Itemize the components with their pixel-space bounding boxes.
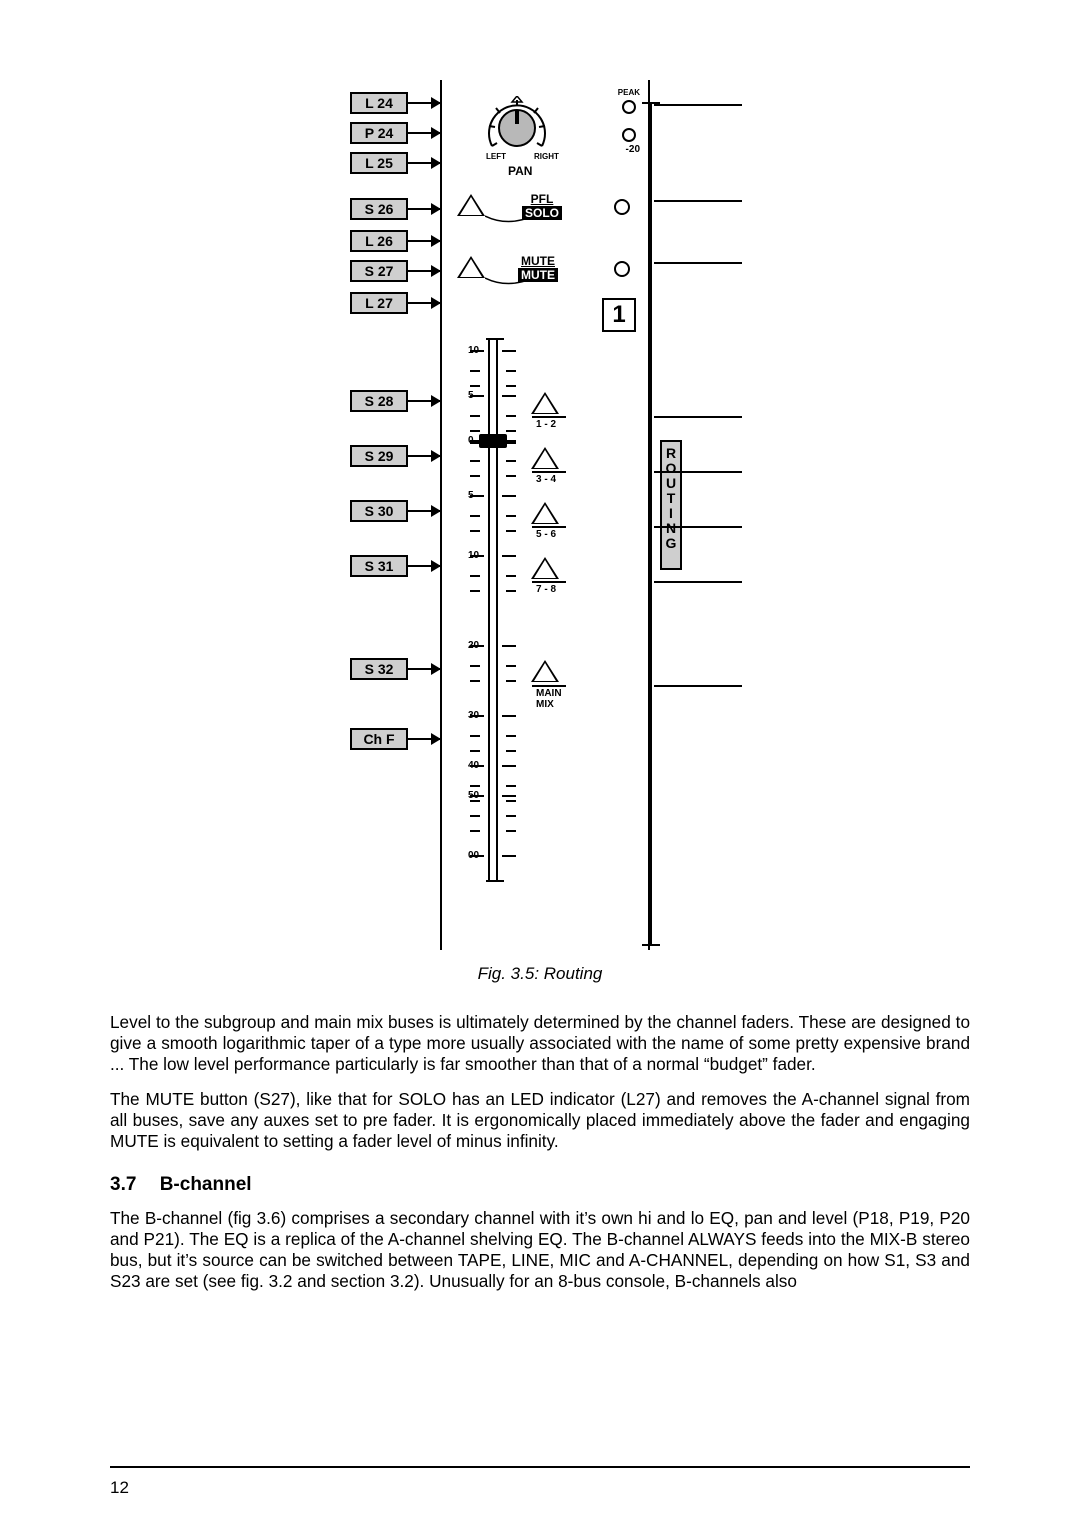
mute-label-top: MUTE [521,254,555,268]
fader-cap[interactable] [479,434,507,448]
fader-scale-label: 5 [468,390,474,401]
route-tap-line [654,200,742,202]
ref-l25: L 25 [350,152,408,174]
channel-strip: PEAK -20 LEFT RIGHT PAN PFL SOLO [440,80,650,950]
figure-caption: Fig. 3.5: Routing [110,964,970,984]
ref-arrow [408,240,440,242]
ref-s32: S 32 [350,658,408,680]
mute-label-bottom: MUTE [518,268,558,282]
ref-l24: L 24 [350,92,408,114]
route-tap-line [654,104,742,106]
pan-label: PAN [508,164,532,178]
paragraph-1: Level to the subgroup and main mix buses… [110,1012,970,1075]
route-button[interactable] [534,504,556,526]
route-tap-line [654,526,742,528]
ref-arrow [408,208,440,210]
section-number: 3.7 [110,1174,136,1196]
footer-rule [110,1466,970,1468]
ref-arrow [408,738,440,740]
route-tap-line [654,581,742,583]
ref-s29: S 29 [350,445,408,467]
route-label: 1 - 2 [536,419,556,430]
ref-chf: Ch F [350,728,408,750]
fader-scale-label: 40 [468,760,479,771]
route-tap-line [654,416,742,418]
paragraph-2: The MUTE button (S27), like that for SOL… [110,1089,970,1152]
fader-scale-label: 00 [468,850,479,861]
mute-switch[interactable]: MUTE MUTE [460,254,630,286]
ref-s31: S 31 [350,555,408,577]
channel-fader[interactable]: 10505102030405000 [470,340,516,910]
body-text: Level to the subgroup and main mix buses… [110,1012,970,1292]
ref-arrow [408,510,440,512]
solo-led [614,199,630,215]
figure-wrap: R O U T I N G [110,80,970,950]
route-tap-line [654,262,742,264]
pfl-solo-switch[interactable]: PFL SOLO [460,192,630,224]
routing-o: O [666,460,677,476]
routing-label-box: R O U T I N G [660,440,682,570]
ref-arrow [408,102,440,104]
route-label: MAIN [536,688,562,699]
peak-led [622,100,636,114]
mute-led [614,261,630,277]
ref-arrow [408,270,440,272]
routing-n: N [666,520,676,536]
ref-arrow [408,302,440,304]
minus20-led [622,128,636,142]
route-button[interactable] [534,559,556,581]
fader-scale-label: 50 [468,790,479,801]
ref-arrow [408,565,440,567]
ref-s27: S 27 [350,260,408,282]
page-number: 12 [110,1478,129,1498]
route-button[interactable] [534,394,556,416]
routing-i: I [669,505,673,521]
page: R O U T I N G [0,0,1080,1528]
ref-arrow [408,162,440,164]
ref-s30: S 30 [350,500,408,522]
section-heading: 3.7 B-channel [110,1174,970,1196]
fader-scale-label: 5 [468,490,474,501]
ref-p24: P 24 [350,122,408,144]
solo-label: SOLO [522,206,562,220]
ref-l27: L 27 [350,292,408,314]
routing-g: G [666,535,677,551]
route-label: 3 - 4 [536,474,556,485]
ref-arrow [408,400,440,402]
routing-t: T [667,490,676,506]
fader-scale-label: 0 [468,435,474,446]
route-label2: MIX [536,699,554,710]
route-tap-line [654,471,742,473]
ref-l26: L 26 [350,230,408,252]
route-tap-line [654,685,742,687]
fader-scale-label: 30 [468,710,479,721]
paragraph-3: The B-channel (fig 3.6) comprises a seco… [110,1208,970,1292]
peak-label: PEAK [618,88,640,97]
channel-number: 1 [602,298,636,332]
route-label: 7 - 8 [536,584,556,595]
route-button[interactable] [534,449,556,471]
routing-diagram: R O U T I N G [350,80,730,950]
pan-right-label: RIGHT [534,152,559,161]
ref-arrow [408,132,440,134]
fader-scale-label: 20 [468,640,479,651]
pan-left-label: LEFT [486,152,506,161]
pfl-label: PFL [531,192,554,206]
route-label: 5 - 6 [536,529,556,540]
ref-arrow [408,668,440,670]
routing-u: U [666,475,676,491]
fader-rail [488,340,498,880]
ref-s28: S 28 [350,390,408,412]
fader-scale-label: 10 [468,345,479,356]
ref-arrow [408,455,440,457]
ref-s26: S 26 [350,198,408,220]
routing-bus-line [650,104,652,944]
routing-r: R [666,445,676,461]
route-button[interactable] [534,662,556,684]
minus20-label: -20 [626,144,640,155]
section-title: B-channel [160,1174,252,1195]
fader-scale-label: 10 [468,550,479,561]
